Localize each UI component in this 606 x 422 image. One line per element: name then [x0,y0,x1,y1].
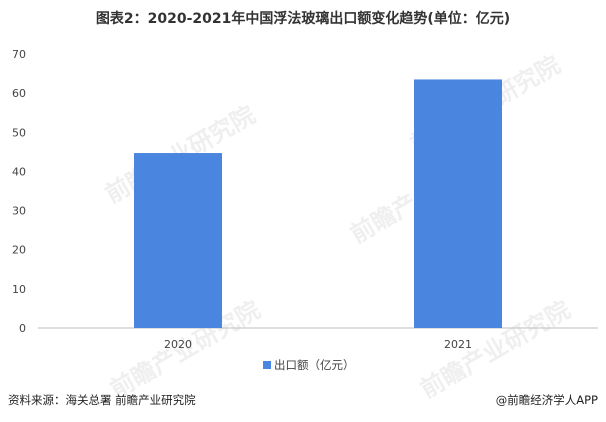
legend-label: 出口额（亿元） [274,358,355,372]
x-tick-label: 2020 [164,338,192,351]
x-axis-labels: 2020 2021 [164,338,472,351]
footer: 资料来源：海关总署 前瞻产业研究院 @前瞻经济学人APP [0,392,606,414]
bar-2021 [414,79,502,328]
y-tick-label: 40 [12,165,26,178]
legend: 出口额（亿元） [263,358,355,372]
y-tick-label: 60 [12,87,26,100]
y-tick-label: 0 [19,322,26,335]
y-tick-label: 10 [12,283,26,296]
y-tick-label: 30 [12,205,26,218]
y-tick-label: 20 [12,244,26,257]
brand-credit: @前瞻经济学人APP [495,393,598,407]
bar-2020 [134,153,222,328]
y-tick-label: 50 [12,126,26,139]
chart-title: 图表2：2020-2021年中国浮法玻璃出口额变化趋势(单位：亿元) [95,11,511,27]
legend-swatch [263,361,271,369]
y-axis-ticks: 0 10 20 30 40 50 60 70 [12,48,26,335]
source-note: 资料来源：海关总署 前瞻产业研究院 [8,393,196,407]
bars-group [134,79,502,328]
x-tick-label: 2021 [444,338,472,351]
y-tick-label: 70 [12,48,26,61]
